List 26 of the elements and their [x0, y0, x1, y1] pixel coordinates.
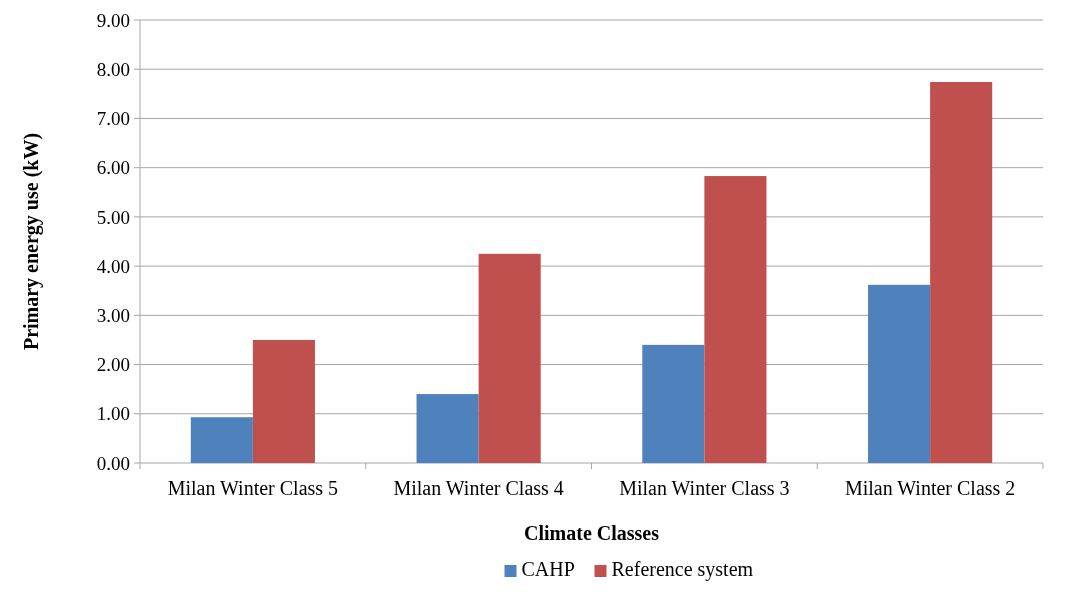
- x-tick-label: Milan Winter Class 3: [619, 477, 790, 499]
- bar: [416, 394, 479, 463]
- legend-label: Reference system: [611, 558, 754, 581]
- legend-label: CAHP: [521, 558, 575, 580]
- x-tick-label: Milan Winter Class 4: [393, 477, 564, 499]
- x-tick-label: Milan Winter Class 2: [844, 477, 1016, 499]
- bar: [478, 253, 541, 463]
- bar: [704, 176, 767, 463]
- y-tick-label: 7.00: [96, 108, 130, 130]
- y-tick-label: 8.00: [96, 58, 130, 80]
- y-tick-label: 4.00: [96, 255, 130, 277]
- y-tick-label: 6.00: [96, 157, 130, 179]
- x-axis-title: Climate Classes: [524, 522, 660, 544]
- y-axis-title: Primary energy use (kW): [20, 132, 43, 351]
- bar: [930, 82, 993, 463]
- y-tick-label: 1.00: [96, 403, 130, 425]
- bar: [190, 417, 253, 463]
- y-tick-label: 3.00: [96, 304, 130, 326]
- bar: [252, 339, 315, 463]
- y-tick-label: 9.00: [96, 9, 130, 31]
- bar: [642, 344, 705, 463]
- bar: [868, 284, 931, 463]
- y-tick-label: 0.00: [96, 452, 130, 474]
- y-tick-label: 5.00: [96, 206, 130, 228]
- x-tick-label: Milan Winter Class 5: [167, 477, 339, 499]
- y-tick-label: 2.00: [96, 354, 130, 376]
